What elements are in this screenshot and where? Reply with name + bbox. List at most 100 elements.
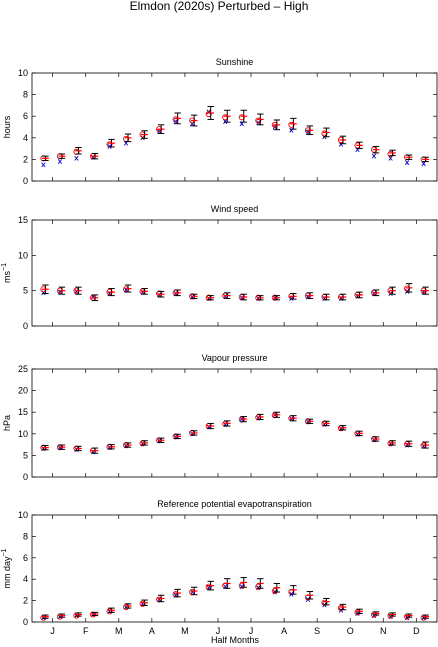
cross-marker: [338, 607, 344, 613]
error-bar: [323, 293, 330, 301]
month-label: O: [347, 626, 354, 636]
error-bar: [356, 141, 363, 150]
circle-marker: [106, 608, 113, 615]
error-bar: [372, 289, 380, 297]
y-tick-label: 5: [23, 286, 28, 296]
y-tick-label: 6: [23, 553, 28, 563]
error-bar: [207, 580, 215, 591]
y-tick-label: 4: [23, 574, 28, 584]
y-tick-label: 0: [23, 472, 28, 482]
cross-stroke-b: [388, 155, 393, 161]
cross-stroke-b: [305, 597, 311, 603]
circle-marker: [255, 583, 262, 590]
cross-marker: [421, 161, 426, 167]
error-bar: [174, 588, 182, 598]
error-bar: [75, 147, 82, 155]
month-label: D: [413, 626, 420, 636]
y-axis-label: mm day−1: [1, 548, 12, 588]
x-axis-label: Half Months: [211, 635, 260, 645]
error-bar: [207, 422, 215, 430]
month-label: J: [249, 626, 254, 636]
error-bar: [256, 295, 264, 301]
circle-marker: [321, 130, 328, 137]
error-bar: [405, 283, 413, 293]
error-bar: [323, 127, 330, 138]
error-bar: [289, 292, 297, 300]
error-bar: [141, 599, 148, 606]
cross-marker: [289, 295, 294, 301]
error-bar: [273, 582, 281, 593]
panels: Sunshine 0 2 4 6 8 10 hours Wind speed 0 5 10 15 ms−1…: [1, 57, 438, 627]
error-bar: [41, 444, 49, 451]
cross-marker: [190, 121, 195, 127]
error-bar: [339, 425, 347, 431]
circle-marker: [139, 600, 146, 607]
month-label: F: [83, 626, 89, 636]
circle-marker: [222, 114, 229, 121]
error-bar: [141, 130, 148, 139]
error-bar: [389, 612, 396, 617]
error-bar: [91, 294, 99, 302]
panel-title: Sunshine: [216, 57, 254, 67]
y-axis-label: ms−1: [1, 263, 12, 283]
error-bar: [223, 420, 231, 427]
month-label: S: [314, 626, 320, 636]
y-tick-label: 0: [23, 321, 28, 331]
plot-frame: [31, 368, 438, 478]
circle-marker: [354, 609, 361, 616]
error-bar: [256, 113, 264, 126]
cross-marker: [388, 155, 393, 161]
y-tick-label: 10: [18, 68, 28, 78]
error-bar: [339, 603, 347, 611]
error-bar: [323, 597, 330, 606]
y-tick-label: 0: [23, 617, 28, 627]
month-label: A: [149, 626, 155, 636]
panel-title: Wind speed: [211, 204, 259, 214]
error-bar: [58, 613, 66, 618]
error-bar: [190, 114, 198, 127]
error-bar: [141, 288, 148, 295]
y-tick-label: 8: [23, 90, 28, 100]
cross-marker: [305, 597, 311, 603]
plot-frame: [31, 72, 438, 182]
error-bar: [108, 607, 115, 613]
error-bar: [58, 444, 66, 450]
error-bar: [207, 295, 215, 301]
month-label: N: [380, 626, 387, 636]
error-bar: [240, 577, 248, 588]
error-bar: [41, 614, 49, 619]
y-tick-label: 4: [23, 133, 28, 143]
cross-marker: [41, 162, 46, 168]
error-bar: [405, 613, 413, 618]
cross-stroke-b: [190, 121, 195, 127]
error-bar: [256, 413, 264, 421]
error-bar: [207, 105, 215, 120]
y-tick-label: 0: [23, 176, 28, 186]
error-bar: [306, 292, 314, 299]
y-tick-label: 15: [18, 407, 28, 417]
circle-marker: [172, 116, 179, 123]
error-bar: [223, 292, 231, 299]
error-bar: [289, 117, 297, 130]
error-bar: [339, 293, 347, 301]
cross-marker: [371, 153, 377, 159]
panel-3: Vapour pressure 0 5 10 15 20 25 hPa: [2, 353, 438, 482]
cross-stroke-b: [404, 160, 410, 166]
error-bar: [289, 585, 297, 595]
error-bar: [389, 286, 396, 295]
plot-frame: [31, 219, 438, 327]
circle-marker: [337, 605, 344, 612]
error-bar: [273, 411, 281, 418]
error-bar: [141, 440, 148, 446]
cross-marker: [156, 292, 162, 298]
error-bar: [91, 447, 99, 454]
cross-stroke-b: [338, 607, 344, 613]
error-bar: [240, 293, 248, 301]
panel-2: Wind speed 0 5 10 15 ms−1: [1, 204, 438, 331]
error-bar: [190, 430, 198, 436]
y-axis-label: hours: [2, 115, 12, 138]
y-tick-label: 25: [18, 364, 28, 374]
circle-marker: [271, 587, 278, 595]
error-bar: [58, 153, 66, 159]
